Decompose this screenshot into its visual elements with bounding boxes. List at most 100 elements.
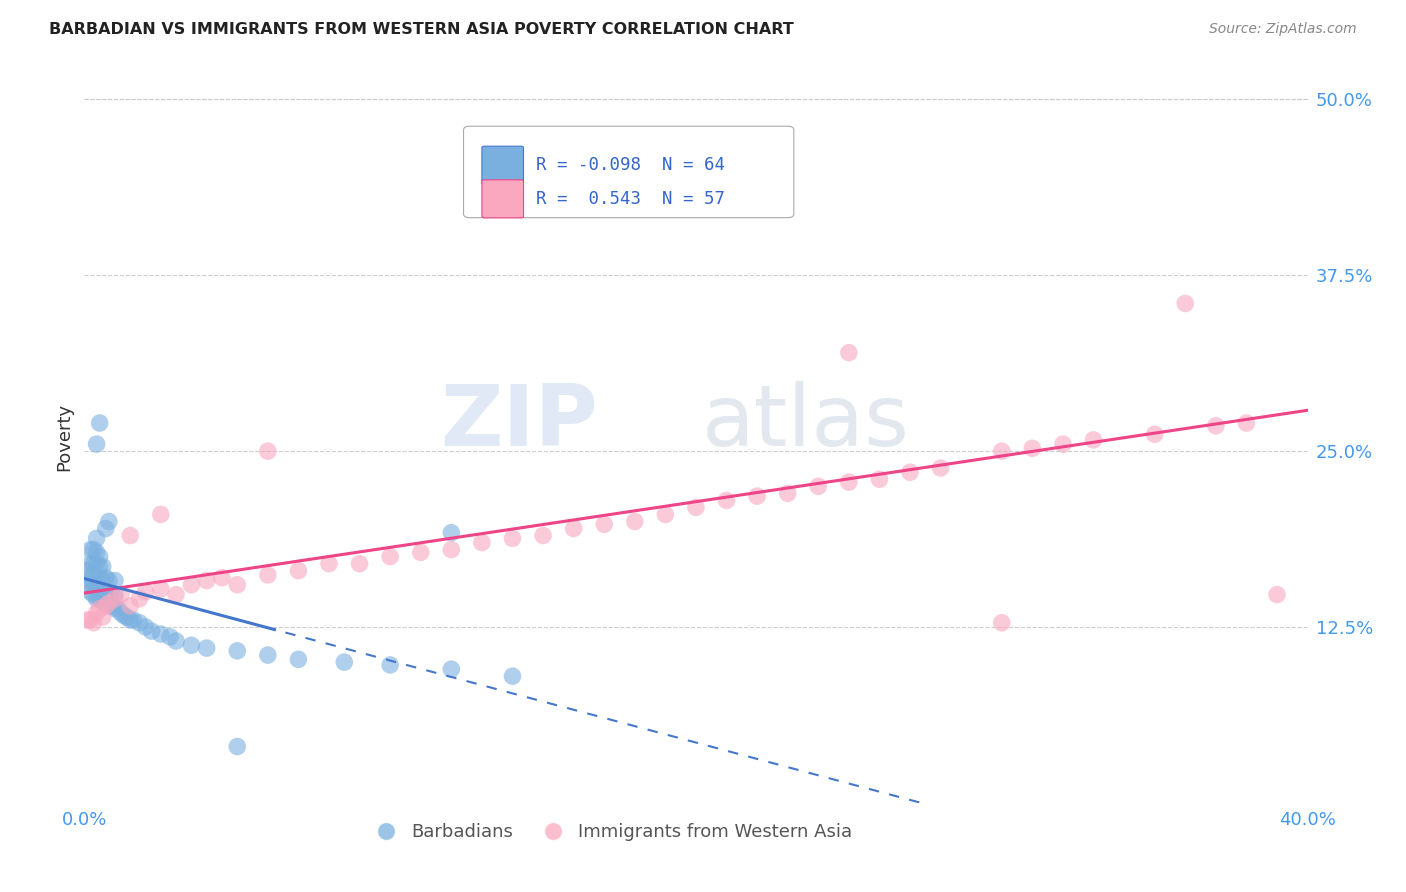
Point [86, 571, 108, 585]
Point [929, 461, 952, 475]
Point [83, 588, 105, 602]
Point [128, 615, 150, 630]
Point [195, 574, 218, 588]
Point [1021, 442, 1043, 456]
Point [79, 557, 101, 571]
Point [83, 615, 105, 630]
FancyBboxPatch shape [482, 146, 523, 185]
Point [120, 613, 142, 627]
Point [807, 479, 830, 493]
Text: R =  0.543  N = 57: R = 0.543 N = 57 [536, 190, 724, 208]
Point [104, 588, 127, 602]
Point [562, 521, 585, 535]
Point [91, 559, 114, 574]
Point [624, 515, 647, 529]
Point [226, 578, 249, 592]
Point [716, 493, 738, 508]
Point [120, 599, 142, 613]
Point [89, 559, 111, 574]
Point [685, 500, 707, 515]
Point [440, 542, 463, 557]
Point [593, 517, 616, 532]
Point [120, 528, 142, 542]
Point [180, 638, 202, 652]
Point [380, 549, 402, 564]
FancyBboxPatch shape [482, 180, 523, 218]
Point [86, 582, 108, 596]
Point [86, 545, 108, 559]
Point [76, 564, 98, 578]
Point [149, 508, 172, 522]
Point [1174, 296, 1197, 310]
Text: R = -0.098  N = 64: R = -0.098 N = 64 [536, 156, 724, 174]
Point [135, 620, 157, 634]
Point [898, 465, 921, 479]
Point [287, 564, 309, 578]
Point [89, 549, 111, 564]
Point [83, 566, 105, 581]
Point [101, 599, 124, 613]
Point [747, 489, 769, 503]
Point [180, 578, 202, 592]
Point [86, 606, 108, 620]
Point [86, 591, 108, 606]
Point [79, 571, 101, 585]
Point [91, 610, 114, 624]
Point [838, 475, 860, 489]
Text: atlas: atlas [702, 381, 910, 464]
Point [94, 584, 117, 599]
Point [89, 571, 111, 585]
Point [211, 571, 233, 585]
Point [104, 574, 127, 588]
Point [83, 557, 105, 571]
Point [76, 613, 98, 627]
Point [991, 615, 1014, 630]
Point [91, 584, 114, 599]
Point [226, 644, 249, 658]
Point [287, 652, 309, 666]
Legend: Barbadians, Immigrants from Western Asia: Barbadians, Immigrants from Western Asia [361, 816, 859, 848]
Point [440, 525, 463, 540]
Point [333, 655, 356, 669]
Text: Source: ZipAtlas.com: Source: ZipAtlas.com [1209, 22, 1357, 37]
Point [141, 624, 163, 639]
Point [349, 557, 371, 571]
Point [83, 578, 105, 592]
Point [531, 528, 554, 542]
Point [135, 584, 157, 599]
Point [257, 444, 280, 458]
Point [86, 557, 108, 571]
Point [91, 595, 114, 609]
Point [165, 634, 187, 648]
Point [257, 568, 280, 582]
Point [409, 545, 432, 559]
Point [502, 532, 524, 546]
Point [440, 662, 463, 676]
Point [195, 641, 218, 656]
Text: BARBADIAN VS IMMIGRANTS FROM WESTERN ASIA POVERTY CORRELATION CHART: BARBADIAN VS IMMIGRANTS FROM WESTERN ASI… [49, 22, 794, 37]
Point [128, 591, 150, 606]
Point [89, 581, 111, 595]
Point [76, 578, 98, 592]
Point [149, 582, 172, 596]
Point [165, 588, 187, 602]
Point [97, 599, 120, 613]
FancyBboxPatch shape [464, 126, 794, 218]
Y-axis label: Poverty: Poverty [55, 403, 73, 471]
Point [257, 648, 280, 662]
Point [115, 610, 138, 624]
Point [991, 444, 1014, 458]
Point [89, 591, 111, 606]
Point [83, 542, 105, 557]
Point [86, 532, 108, 546]
Point [104, 601, 127, 615]
Point [97, 574, 120, 588]
Point [1083, 433, 1105, 447]
Point [101, 588, 124, 602]
Point [380, 657, 402, 672]
Point [149, 627, 172, 641]
Point [89, 416, 111, 430]
Point [869, 472, 891, 486]
Point [654, 508, 676, 522]
Point [107, 601, 129, 615]
